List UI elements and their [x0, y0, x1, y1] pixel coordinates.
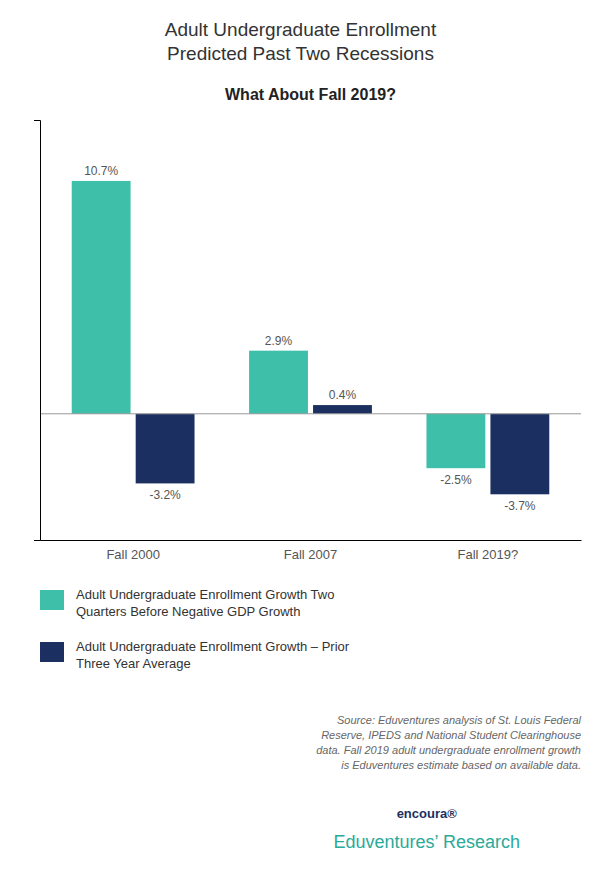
legend: Adult Undergraduate Enrollment Growth Tw… — [40, 587, 350, 671]
legend-entry: Adult Undergraduate Enrollment Growth Tw… — [76, 587, 334, 619]
data-label: 2.9% — [265, 334, 293, 348]
data-label: -3.2% — [149, 488, 181, 502]
series-bars — [72, 181, 486, 468]
subtitle: What About Fall 2019? — [225, 86, 396, 103]
title: Adult Undergraduate Enrollment Predicted … — [165, 19, 437, 64]
text-line: data. Fall 2019 adult undergraduate enro… — [316, 744, 581, 756]
text-line: Adult Undergraduate Enrollment — [165, 19, 437, 40]
bar — [249, 351, 308, 414]
text-line: Quarters Before Negative GDP Growth — [76, 604, 300, 619]
zero-line — [40, 413, 581, 414]
text-line: Three Year Average — [76, 656, 191, 671]
x-tick: Fall 2007 — [284, 540, 337, 562]
data-label: 10.7% — [84, 164, 118, 178]
x-tick-label: Fall 2019? — [458, 547, 519, 562]
text-line: Source: Eduventures analysis of St. Loui… — [337, 714, 582, 726]
logo-top: encoura® — [397, 806, 458, 821]
x-axis-line — [41, 540, 582, 541]
bar — [136, 414, 195, 484]
chart-container: Adult Undergraduate Enrollment Predicted … — [0, 0, 601, 876]
series-bars — [136, 405, 550, 494]
legend-entry: Adult Undergraduate Enrollment Growth – … — [76, 639, 350, 671]
bar — [426, 414, 485, 468]
data-label: -2.5% — [440, 473, 472, 487]
bars — [72, 181, 550, 494]
y-axis — [34, 121, 41, 541]
y-axis-line — [34, 121, 41, 541]
text-line: Predicted Past Two Recessions — [167, 43, 434, 64]
data-label: -3.7% — [504, 499, 536, 513]
x-axis: Fall 2000 Fall 2007 Fall 2019? — [41, 540, 582, 562]
source-note: Source: Eduventures analysis of St. Loui… — [316, 714, 581, 771]
x-tick: Fall 2000 — [106, 540, 159, 562]
x-tick-label: Fall 2007 — [284, 547, 337, 562]
bar — [72, 181, 131, 414]
bar — [313, 405, 372, 414]
x-tick: Fall 2019? — [458, 540, 519, 562]
chart-svg: Adult Undergraduate Enrollment Predicted … — [0, 0, 601, 876]
text-line: Adult Undergraduate Enrollment Growth Tw… — [76, 587, 334, 602]
legend-swatch — [40, 590, 64, 610]
logo-bottom: Eduventures’ Research — [333, 832, 519, 852]
x-tick-label: Fall 2000 — [106, 547, 159, 562]
data-label: 0.4% — [329, 388, 357, 402]
text-line: is Eduventures estimate based on availab… — [341, 759, 581, 771]
data-labels: 10.7% 2.9% -2.5% -3.2% 0.4% -3.7% — [84, 164, 536, 513]
text-line: Adult Undergraduate Enrollment Growth – … — [76, 639, 350, 654]
legend-swatch — [40, 642, 64, 662]
text-line: Reserve, IPEDS and National Student Clea… — [321, 729, 581, 741]
bar — [490, 414, 549, 495]
